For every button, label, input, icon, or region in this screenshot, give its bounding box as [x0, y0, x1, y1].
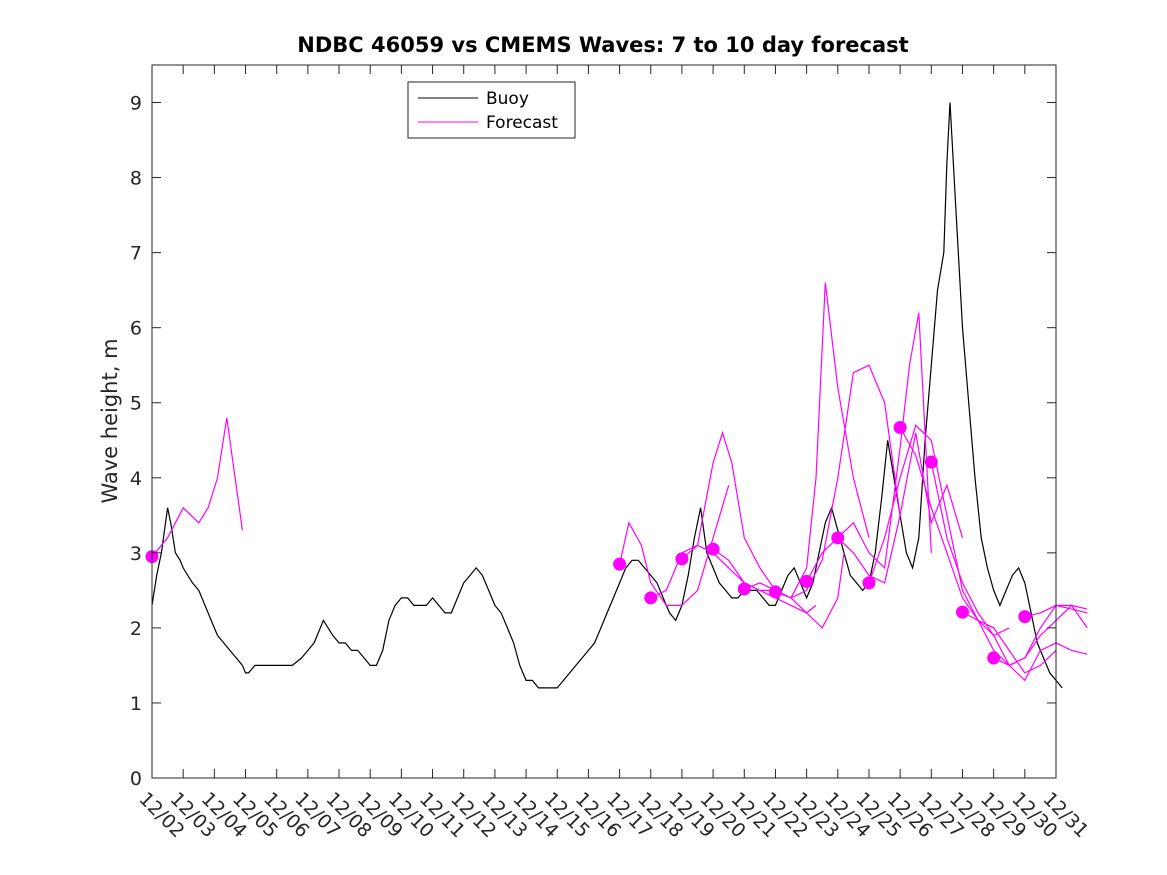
legend-forecast-label: Forecast	[486, 113, 558, 133]
forecast-marker	[737, 582, 751, 596]
forecast-series-line	[151, 417, 243, 557]
forecast-marker	[862, 576, 876, 590]
y-tick-label: 5	[130, 393, 142, 415]
forecast-marker	[675, 552, 689, 566]
y-tick-label: 3	[130, 543, 142, 565]
forecast-marker	[644, 591, 658, 605]
legend-box	[407, 81, 576, 139]
forecast-marker	[768, 585, 782, 599]
plot-area-frame	[151, 64, 1057, 779]
forecast-series-line	[837, 432, 964, 584]
y-tick-label: 8	[130, 168, 142, 190]
y-axis-label: Wave height, m	[98, 338, 122, 503]
y-tick-label: 2	[130, 618, 142, 640]
chart-title: NDBC 46059 vs CMEMS Waves: 7 to 10 day f…	[297, 33, 908, 57]
forecast-series-line	[930, 461, 1088, 682]
forecast-marker	[955, 605, 969, 619]
forecast-marker	[800, 574, 814, 588]
forecast-series-line	[993, 604, 1088, 667]
legend: Buoy Forecast	[407, 81, 576, 139]
legend-buoy-label: Buoy	[486, 89, 529, 109]
y-tick-label: 6	[130, 318, 142, 340]
forecast-marker	[987, 651, 1001, 665]
forecast-marker	[706, 542, 720, 556]
y-axis: 0 1 2 3 4 5 6 7 8 9	[130, 93, 1056, 790]
forecast-series-line	[744, 282, 870, 599]
forecast-marker	[893, 421, 907, 435]
plot-marks	[145, 102, 1088, 689]
forecast-marker	[1018, 610, 1032, 624]
forecast-marker	[613, 557, 627, 571]
forecast-series-line	[775, 364, 901, 599]
forecast-marker	[831, 531, 845, 545]
buoy-series-line	[151, 102, 1063, 689]
forecast-series-line	[868, 424, 1010, 637]
y-tick-label: 0	[130, 768, 142, 790]
forecast-marker	[924, 455, 938, 469]
y-tick-label: 7	[130, 243, 142, 265]
x-axis: 12/0212/0312/0412/0512/0612/0712/0812/09…	[134, 65, 1093, 842]
forecast-series-line	[619, 485, 730, 607]
y-tick-label: 9	[130, 93, 142, 115]
y-tick-label: 1	[130, 693, 142, 715]
y-tick-label: 4	[130, 468, 142, 490]
forecast-series-line	[650, 430, 776, 599]
